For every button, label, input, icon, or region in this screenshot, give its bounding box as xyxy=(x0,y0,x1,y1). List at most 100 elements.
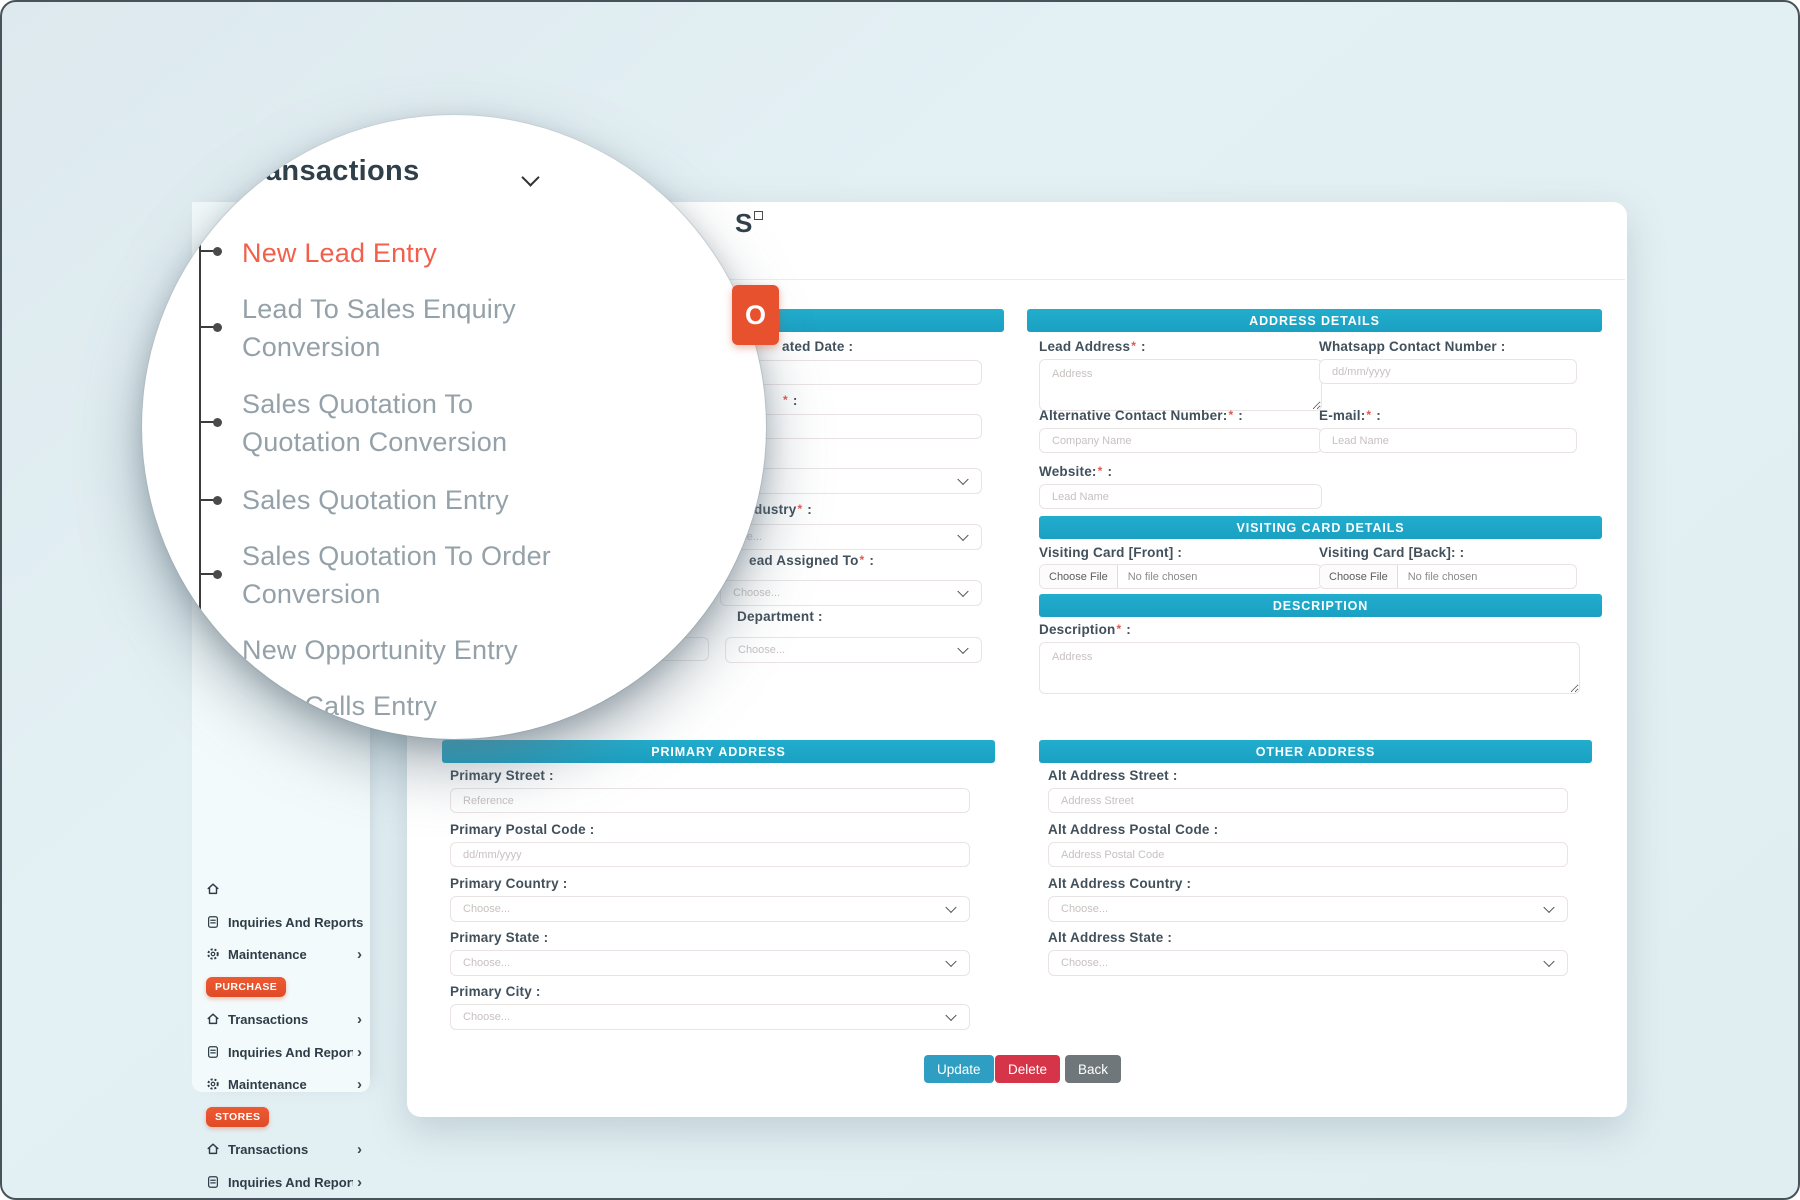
menu-bullet xyxy=(213,247,222,256)
menu-item-new-lead-entry[interactable]: New Lead Entry xyxy=(242,238,437,268)
delete-button[interactable]: Delete xyxy=(995,1055,1061,1083)
menu-item-sales-quotation-to-order-conversion[interactable]: Sales Quotation To Order Conversion xyxy=(242,541,551,609)
department-select[interactable]: Choose... xyxy=(725,637,982,663)
alt-address-state-select[interactable]: Choose... xyxy=(1048,950,1568,976)
label-text: Visiting Card [Back]: : xyxy=(1319,545,1465,560)
required-asterisk: * xyxy=(1131,339,1137,353)
sidebar-item-maintenance[interactable]: Maintenance › xyxy=(206,943,370,965)
primary-country-select[interactable]: Choose... xyxy=(450,896,970,922)
label-text: : xyxy=(1137,339,1146,354)
menu-tree-line xyxy=(199,218,201,666)
page-title-text: S xyxy=(735,208,753,238)
menu-item-sales-quotation-entry[interactable]: Sales Quotation Entry xyxy=(242,485,509,515)
left-section-header-bar xyxy=(742,309,1004,332)
primary-state-label: Primary State : xyxy=(450,930,548,945)
update-button[interactable]: Update xyxy=(924,1055,994,1083)
required-asterisk: * xyxy=(1228,408,1234,422)
label-text: ated Date : xyxy=(782,339,854,354)
magnified-menu-title[interactable]: Transactions xyxy=(237,155,420,187)
select-placeholder: Choose... xyxy=(738,644,786,656)
sidebar-item-inquiries-and-reports[interactable]: Inquiries And Reports xyxy=(206,911,370,933)
document-icon xyxy=(208,1176,218,1188)
sidebar-item-transactions[interactable]: Transactions › xyxy=(206,1138,370,1160)
label-text: : xyxy=(865,553,875,568)
home-icon xyxy=(207,883,219,895)
sidebar-badge-purchase[interactable]: PURCHASE xyxy=(206,977,287,997)
primary-postal-code-input[interactable] xyxy=(450,842,970,867)
lead-address-textarea[interactable] xyxy=(1039,359,1322,411)
visiting-card-front-file-input[interactable]: Choose File No file chosen xyxy=(1039,564,1322,589)
menu-item-new-calls-entry[interactable]: New Calls Entry xyxy=(242,691,438,721)
primary-postal-code-label: Primary Postal Code : xyxy=(450,822,595,837)
alt-address-street-input[interactable] xyxy=(1048,788,1568,813)
label-text: : xyxy=(1122,622,1131,637)
website-input[interactable] xyxy=(1039,484,1322,509)
chevron-right-icon: › xyxy=(357,945,362,963)
menu-item-lead-to-sales-enquiry-conversion[interactable]: Lead To Sales Enquiry Conversion xyxy=(242,294,516,362)
document-icon xyxy=(208,916,218,928)
sidebar-item-maintenance[interactable]: Maintenance › xyxy=(206,1073,370,1095)
sidebar-item-transactions[interactable]: Transactions › xyxy=(206,1008,370,1030)
label-text: E-mail: xyxy=(1319,408,1366,423)
lead-address-label: Lead Address* : xyxy=(1039,339,1146,354)
address-details-header: ADDRESS DETAILS xyxy=(1027,309,1602,332)
alt-address-country-select[interactable]: Choose... xyxy=(1048,896,1568,922)
email-input[interactable] xyxy=(1319,428,1577,453)
section-header-text: ADDRESS DETAILS xyxy=(1249,313,1380,328)
primary-street-input[interactable] xyxy=(450,788,970,813)
required-asterisk: * xyxy=(783,393,788,407)
menu-bullet xyxy=(213,323,222,332)
alternative-contact-input[interactable] xyxy=(1039,428,1322,453)
menu-connector xyxy=(200,573,214,575)
created-date-input[interactable] xyxy=(742,360,982,385)
lead-assigned-to-select[interactable]: Choose... xyxy=(720,580,982,606)
primary-state-select[interactable]: Choose... xyxy=(450,950,970,976)
sidebar-badge-stores[interactable]: STORES xyxy=(206,1107,270,1127)
whatsapp-number-input[interactable] xyxy=(1319,359,1577,384)
visiting-card-back-file-input[interactable]: Choose File No file chosen xyxy=(1319,564,1577,589)
label-text: Website: xyxy=(1039,464,1097,479)
description-textarea[interactable] xyxy=(1039,642,1580,694)
truncated-field-input[interactable] xyxy=(742,414,982,439)
required-asterisk: * xyxy=(1116,622,1122,636)
primary-country-label: Primary Country : xyxy=(450,876,567,891)
sidebar-item-home[interactable] xyxy=(206,878,370,900)
select-placeholder: Choose... xyxy=(463,1011,511,1023)
choose-file-button[interactable]: Choose File xyxy=(1040,565,1118,588)
required-asterisk: * xyxy=(859,553,865,567)
label-text: Primary Street : xyxy=(450,768,554,783)
chevron-right-icon: › xyxy=(357,1010,362,1028)
label-text: ead Assigned To xyxy=(749,553,859,568)
label-text: Whatsapp Contact Number : xyxy=(1319,339,1506,354)
alt-address-country-label: Alt Address Country : xyxy=(1048,876,1191,891)
sidebar-item-inquiries-and-reports[interactable]: Inquiries And Reports › xyxy=(206,1171,370,1193)
menu-connector xyxy=(200,649,214,651)
back-button[interactable]: Back xyxy=(1065,1055,1122,1083)
primary-address-header: PRIMARY ADDRESS xyxy=(442,740,995,763)
label-text: dustry xyxy=(754,502,797,517)
badge-label: PURCHASE xyxy=(215,981,278,993)
choose-file-button[interactable]: Choose File xyxy=(1320,565,1398,588)
form-tab-marker[interactable]: O xyxy=(732,285,779,345)
visiting-card-front-label: Visiting Card [Front] : xyxy=(1039,545,1182,560)
select-placeholder: Choose... xyxy=(463,957,511,969)
primary-city-label: Primary City : xyxy=(450,984,541,999)
upper-left-select[interactable] xyxy=(722,468,982,494)
industry-label: dustry* : xyxy=(754,502,812,517)
sidebar-item-inquiries-and-reports[interactable]: Inquiries And Reports › xyxy=(206,1041,370,1063)
chevron-right-icon: › xyxy=(357,1173,362,1191)
select-placeholder: Choose... xyxy=(733,587,781,599)
truncated-required-label: * : xyxy=(782,393,798,408)
menu-item-sales-quotation-to-quotation-conversion[interactable]: Sales Quotation To Quotation Conversion xyxy=(242,389,508,457)
chevron-down-icon[interactable] xyxy=(521,168,540,187)
alt-address-postal-code-input[interactable] xyxy=(1048,842,1568,867)
menu-connector xyxy=(200,326,214,328)
magnifier-overlay: Transactions New Lead Entry Lead To Sale… xyxy=(142,115,766,739)
alt-address-state-label: Alt Address State : xyxy=(1048,930,1172,945)
primary-city-select[interactable]: Choose... xyxy=(450,1004,970,1030)
menu-bullet xyxy=(213,496,222,505)
website-label: Website:* : xyxy=(1039,464,1112,479)
page-title: S xyxy=(735,208,764,239)
label-text: : xyxy=(788,393,798,408)
menu-item-new-opportunity-entry[interactable]: New Opportunity Entry xyxy=(242,635,518,665)
